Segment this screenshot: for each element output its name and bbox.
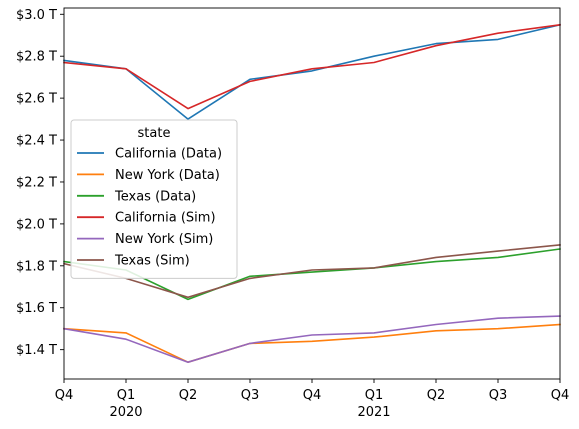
x-axis: Q4 Q1 Q2 Q3 Q4 Q1 Q2 Q3 Q4 2020 2021 [55,379,570,420]
series-line-3 [63,23,561,110]
legend-label: Texas (Sim) [114,254,190,269]
y-tick-label: $2.4 T [16,134,57,149]
y-tick-label: $3.0 T [16,8,57,23]
series-lines [63,23,561,364]
series-line-0 [63,23,561,120]
series-line-1 [63,323,561,364]
x-year-label: 2020 [109,405,142,420]
legend-label: New York (Sim) [115,232,213,247]
series-line-4 [63,315,561,364]
x-tick-label: Q2 [179,388,198,403]
legend-label: California (Sim) [115,211,216,226]
x-year-label: 2021 [357,405,390,420]
x-tick-label: Q3 [241,388,260,403]
x-tick-label: Q1 [365,388,384,403]
y-tick-label: $2.6 T [16,92,57,107]
y-tick-label: $1.6 T [16,301,57,316]
legend-label: New York (Data) [115,168,220,183]
x-tick-label: Q4 [55,388,74,403]
x-tick-label: Q4 [551,388,570,403]
legend-label: California (Data) [115,147,222,162]
legend: state California (Data) New York (Data) Tex… [70,119,238,279]
series-line-2 [63,248,561,301]
y-tick-label: $2.2 T [16,175,57,190]
legend-box [70,119,238,279]
legend-label: Texas (Data) [114,189,196,204]
y-tick-label: $1.8 T [16,259,57,274]
plot-frame [63,7,561,380]
legend-title: state [138,126,171,141]
y-tick-label: $2.0 T [16,217,57,232]
x-tick-label: Q3 [489,388,508,403]
x-tick-label: Q2 [427,388,446,403]
series-line-5 [63,244,561,299]
x-tick-label: Q4 [303,388,322,403]
x-tick-label: Q1 [117,388,136,403]
y-tick-label: $2.8 T [16,50,57,65]
y-axis: $1.4 T $1.6 T $1.8 T $2.0 T $2.2 T $2.4 T $2.6… [16,8,64,358]
y-tick-label: $1.4 T [16,343,57,358]
